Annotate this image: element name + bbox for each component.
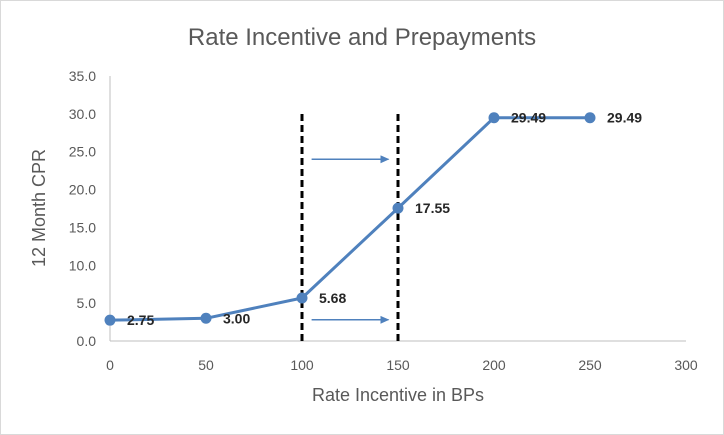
series-layer: 2.75 3.00 5.68 17.55 29.49 29.49	[104, 110, 642, 328]
data-point	[104, 314, 116, 326]
data-point	[200, 312, 212, 324]
annotations-layer	[300, 114, 400, 341]
y-tick-label: 35.0	[69, 68, 96, 84]
data-label: 5.68	[319, 290, 346, 306]
x-tick-label: 250	[578, 357, 602, 373]
data-point	[488, 112, 500, 124]
y-axis-title: 12 Month CPR	[29, 149, 49, 267]
data-label: 29.49	[511, 110, 546, 126]
y-tick-label: 25.0	[69, 144, 96, 160]
y-tick-label: 30.0	[69, 106, 96, 122]
y-tick-label: 15.0	[69, 219, 96, 235]
chart-title: Rate Incentive and Prepayments	[188, 24, 536, 51]
y-tick-label: 20.0	[69, 182, 96, 198]
x-tick-label: 0	[106, 357, 114, 373]
y-tick-label: 5.0	[77, 295, 97, 311]
x-tick-label: 100	[290, 357, 314, 373]
y-tick-label: 0.0	[77, 333, 97, 349]
y-tick-label: 10.0	[69, 257, 96, 273]
x-tick-label: 150	[386, 357, 410, 373]
x-axis-title: Rate Incentive in BPs	[312, 385, 484, 405]
data-point	[584, 112, 596, 124]
x-tick-label: 50	[198, 357, 214, 373]
data-label: 2.75	[127, 312, 154, 328]
x-tick-label: 300	[674, 357, 698, 373]
ticks-layer: 0.0 5.0 10.0 15.0 20.0 25.0 30.0 35.0 0 50 100 150 2…	[69, 68, 698, 373]
data-point	[296, 292, 308, 304]
x-tick-label: 200	[482, 357, 506, 373]
data-label: 29.49	[607, 110, 642, 126]
data-point	[392, 202, 404, 214]
data-label: 17.55	[415, 200, 450, 216]
series-line	[109, 116, 590, 322]
data-label: 3.00	[223, 310, 250, 326]
